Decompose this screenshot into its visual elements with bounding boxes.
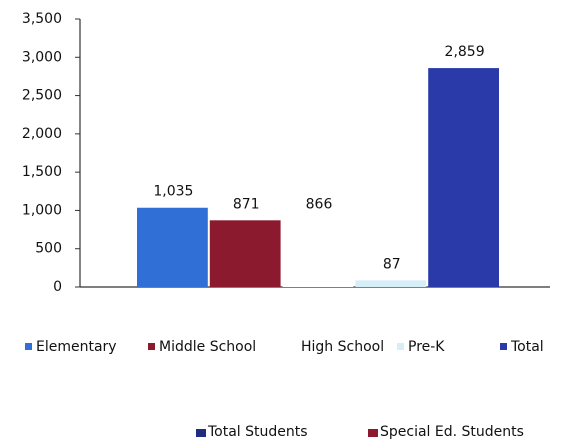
legend-label: Pre-K [408,339,445,355]
legend-swatch [290,343,297,350]
bar [355,280,427,287]
y-tick-label: 2,500 [22,88,62,104]
legend-swatch [500,343,507,350]
y-tick-label: 1,000 [22,202,62,218]
bar [282,220,354,287]
y-tick-label: 3,000 [22,49,62,65]
legend-label: Total [510,339,544,355]
legend-label: High School [301,339,384,355]
y-tick-label: 3,500 [22,11,62,27]
bar [209,220,281,287]
legend-swatch [368,429,378,437]
y-tick-label: 2,000 [22,126,62,142]
legend-swatch [25,343,32,350]
y-tick-label: 1,500 [22,164,62,180]
legend-swatch [148,343,155,350]
legend-label: Special Ed. Students [380,424,524,440]
y-tick-label: 500 [35,241,62,257]
value-label: 87 [383,256,401,272]
bar [137,207,208,287]
value-label: 1,035 [153,184,193,200]
legend-label: Total Students [207,424,308,440]
legend-swatch [196,429,206,437]
value-label: 871 [233,196,260,212]
legend-label: Middle School [159,339,256,355]
bar [428,68,499,288]
value-label: 2,859 [445,44,485,60]
legend-swatch [397,343,404,350]
value-label: 866 [306,197,333,213]
y-tick-label: 0 [53,279,62,295]
legend-label: Elementary [36,339,117,355]
